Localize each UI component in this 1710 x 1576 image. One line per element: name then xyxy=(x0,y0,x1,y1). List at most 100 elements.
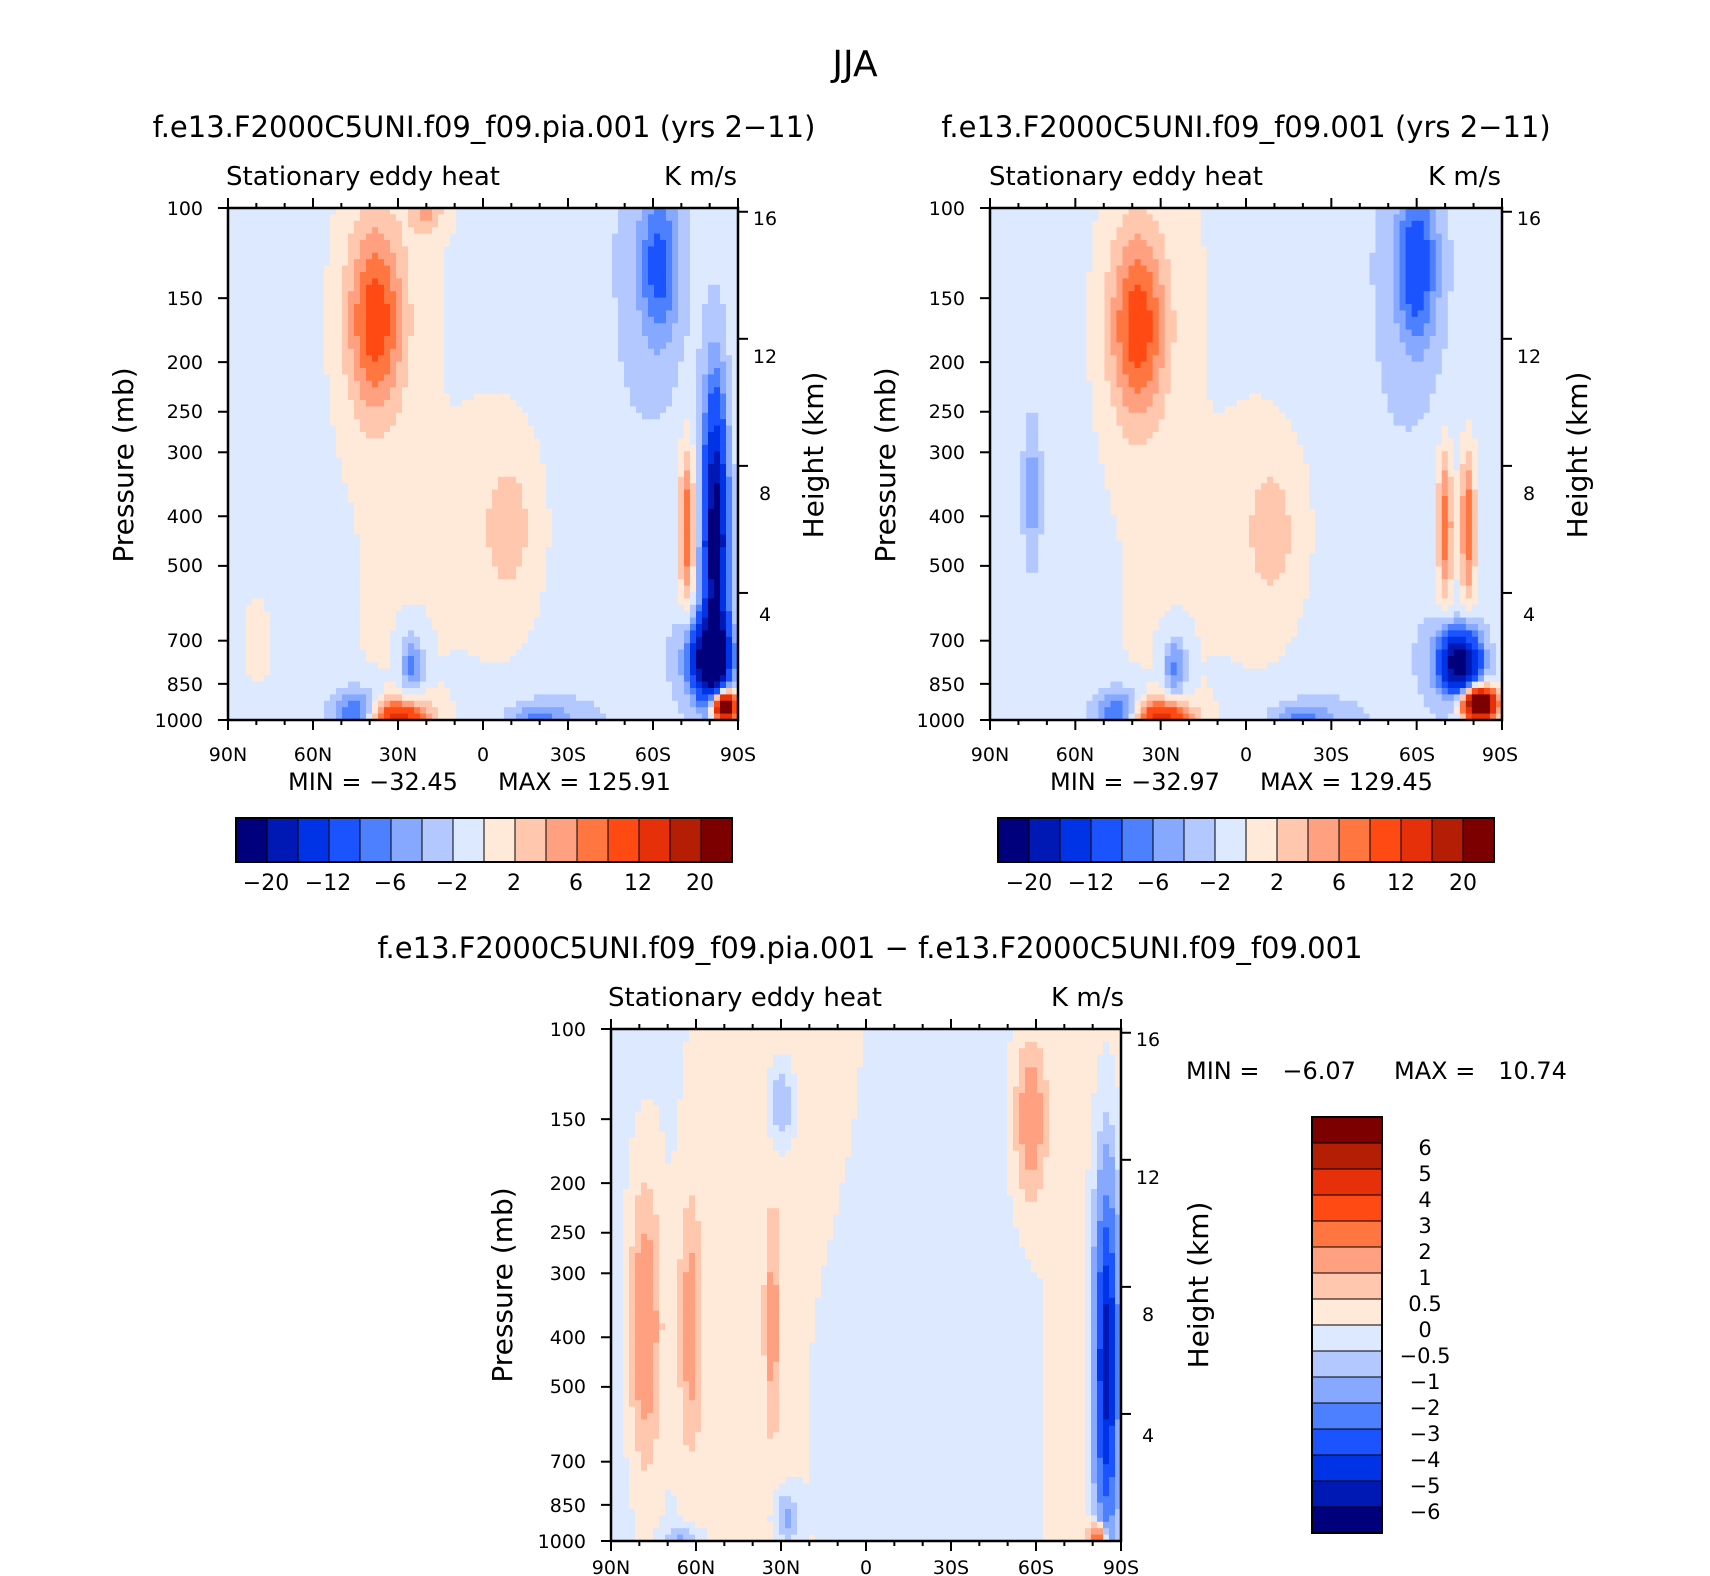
contour-cell xyxy=(624,464,631,471)
contour-cell xyxy=(546,246,553,254)
contour-cell xyxy=(438,278,445,286)
contour-cell xyxy=(252,240,259,247)
contour-cell xyxy=(234,412,241,420)
contour-cell xyxy=(432,508,439,516)
contour-cell xyxy=(360,272,367,279)
contour-cell xyxy=(390,291,397,299)
contour-cell xyxy=(516,310,523,318)
contour-cell xyxy=(390,259,397,267)
contour-cell xyxy=(720,470,727,478)
contour-cell xyxy=(420,336,427,343)
contour-cell xyxy=(534,284,541,292)
contour-cell xyxy=(462,515,469,523)
contour-cell xyxy=(696,572,703,580)
contour-cell xyxy=(330,284,337,292)
contour-cell xyxy=(312,438,319,446)
contour-cell xyxy=(414,451,421,459)
contour-cell xyxy=(396,291,403,299)
contour-cell xyxy=(612,508,619,516)
contour-cell xyxy=(240,406,247,414)
contour-cell xyxy=(726,438,733,446)
contour-cell xyxy=(372,438,379,446)
contour-cell xyxy=(684,534,691,542)
contour-cell xyxy=(498,278,505,286)
contour-cell xyxy=(732,508,738,516)
contour-cell xyxy=(594,425,601,433)
contour-cell xyxy=(336,355,343,363)
contour-cell xyxy=(462,240,469,247)
contour-cell xyxy=(468,457,475,465)
contour-cell xyxy=(480,508,487,516)
contour-cell xyxy=(456,342,463,350)
contour-cell xyxy=(372,521,379,529)
contour-cell xyxy=(288,553,295,561)
contour-cell xyxy=(414,348,421,356)
contour-cell xyxy=(228,470,235,478)
contour-cell xyxy=(582,496,589,503)
contour-cell xyxy=(522,566,529,574)
contour-cell xyxy=(516,419,523,427)
contour-cell xyxy=(474,227,481,235)
contour-cell xyxy=(270,400,277,407)
contour-cell xyxy=(600,259,607,267)
contour-cell xyxy=(348,304,355,311)
contour-cell xyxy=(510,566,517,574)
contour-cell xyxy=(354,361,361,369)
contour-cell xyxy=(732,265,738,273)
contour-cell xyxy=(678,534,685,542)
contour-cell xyxy=(696,329,703,337)
contour-cell xyxy=(510,547,517,555)
contour-cell xyxy=(666,208,673,215)
contour-cell xyxy=(516,400,523,407)
contour-cell xyxy=(642,566,649,574)
contour-cell xyxy=(342,284,349,292)
contour-cell xyxy=(402,284,409,292)
contour-cell xyxy=(450,393,457,401)
contour-cell xyxy=(462,348,469,356)
contour-cell xyxy=(492,476,499,484)
contour-cell xyxy=(648,553,655,561)
contour-cell xyxy=(246,374,253,382)
contour-cell xyxy=(390,566,397,574)
contour-cell xyxy=(720,329,727,337)
contour-cell xyxy=(498,368,505,375)
contour-cell xyxy=(462,483,469,491)
contour-cell xyxy=(384,297,391,305)
contour-cell xyxy=(582,470,589,478)
contour-cell xyxy=(336,476,343,484)
contour-cell xyxy=(720,540,727,548)
contour-cell xyxy=(498,329,505,337)
contour-cell xyxy=(360,515,367,523)
contour-cell xyxy=(480,560,487,567)
contour-cell xyxy=(438,457,445,465)
contour-cell xyxy=(606,457,613,465)
contour-cell xyxy=(324,252,331,260)
contour-cell xyxy=(630,534,637,542)
contour-cell xyxy=(624,470,631,478)
contour-cell xyxy=(264,496,271,503)
contour-cell xyxy=(480,246,487,254)
contour-cell xyxy=(270,528,277,535)
contour-cell xyxy=(582,355,589,363)
contour-cell xyxy=(312,489,319,497)
contour-cell xyxy=(660,566,667,574)
contour-cell xyxy=(240,214,247,222)
contour-cell xyxy=(408,432,415,439)
contour-cell xyxy=(300,489,307,497)
contour-cell xyxy=(288,208,295,215)
contour-cell xyxy=(288,508,295,516)
contour-cell xyxy=(480,412,487,420)
contour-cell xyxy=(498,227,505,235)
contour-cell xyxy=(390,476,397,484)
contour-cell xyxy=(654,297,661,305)
contour-cell xyxy=(594,470,601,478)
contour-cell xyxy=(522,297,529,305)
contour-cell xyxy=(702,400,709,407)
contour-cell xyxy=(390,470,397,478)
contour-cell xyxy=(618,342,625,350)
contour-cell xyxy=(486,464,493,471)
contour-cell xyxy=(384,464,391,471)
contour-cell xyxy=(228,572,235,580)
contour-cell xyxy=(330,451,337,459)
contour-cell xyxy=(612,387,619,395)
